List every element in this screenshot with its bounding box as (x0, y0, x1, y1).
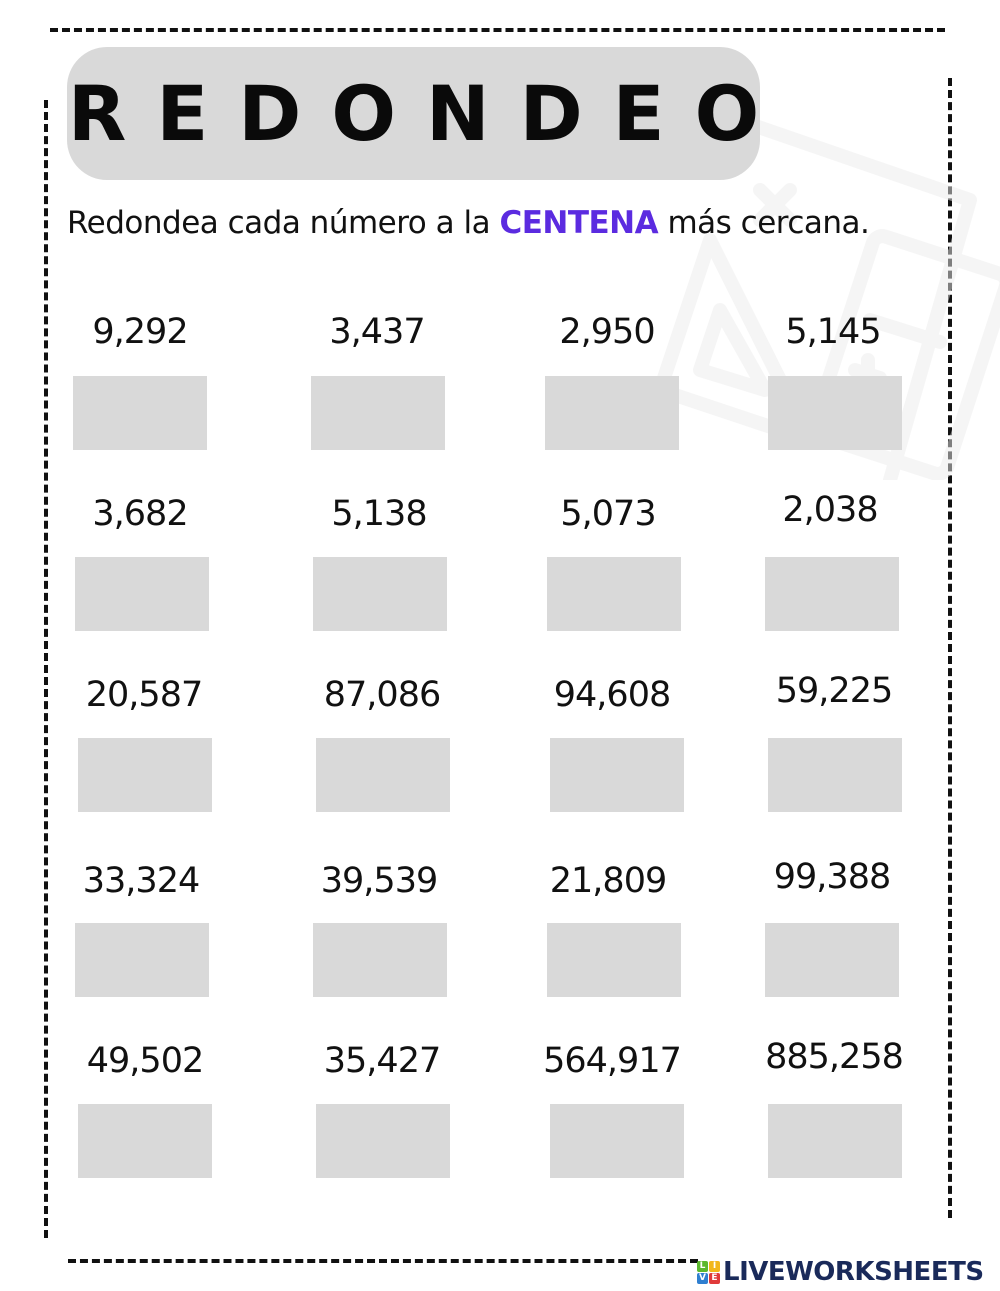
problem-number: 33,324 (82, 861, 200, 901)
answer-box[interactable] (765, 557, 899, 631)
math-tools-watermark-icon (653, 93, 1000, 480)
problem-number: 39,539 (320, 861, 438, 901)
answer-box[interactable] (547, 923, 681, 997)
logo-letter-i: I (709, 1260, 720, 1272)
answer-box[interactable] (768, 738, 902, 812)
answer-box[interactable] (768, 376, 902, 450)
frame-right-border (948, 78, 952, 1218)
problem-number: 3,437 (329, 312, 425, 352)
logo-letter-l: L (697, 1260, 708, 1272)
problem-number: 2,950 (559, 312, 655, 352)
logo-letter-e: E (709, 1272, 720, 1284)
live-blocks-icon: L I V E (697, 1260, 720, 1284)
instruction-before: Redondea cada número a la (67, 205, 500, 241)
problem-number: 59,225 (775, 671, 893, 711)
problem-number: 20,587 (85, 675, 203, 715)
answer-box[interactable] (78, 738, 212, 812)
answer-box[interactable] (765, 923, 899, 997)
problem-number: 21,809 (549, 861, 667, 901)
frame-bottom-border (68, 1259, 698, 1263)
answer-box[interactable] (547, 557, 681, 631)
answer-box[interactable] (550, 738, 684, 812)
answer-box[interactable] (768, 1104, 902, 1178)
answer-box[interactable] (73, 376, 207, 450)
frame-top-border (50, 28, 945, 32)
answer-box[interactable] (316, 738, 450, 812)
problem-number: 94,608 (553, 675, 671, 715)
instruction-after: más cercana. (658, 205, 870, 241)
problem-number: 5,138 (331, 494, 427, 534)
answer-box[interactable] (311, 376, 445, 450)
instruction-highlight: CENTENA (499, 205, 659, 241)
page-title: REDONDEO (67, 69, 790, 158)
problem-number: 5,145 (785, 312, 881, 352)
answer-box[interactable] (313, 923, 447, 997)
answer-box[interactable] (75, 923, 209, 997)
problem-number: 49,502 (86, 1041, 204, 1081)
problem-number: 2,038 (782, 490, 878, 530)
logo-text: LIVEWORKSHEETS (723, 1257, 984, 1287)
answer-box[interactable] (316, 1104, 450, 1178)
problem-number: 885,258 (765, 1037, 904, 1077)
answer-box[interactable] (550, 1104, 684, 1178)
instruction-text: Redondea cada número a la CENTENA más ce… (67, 205, 870, 241)
problem-number: 9,292 (92, 312, 188, 352)
problem-number: 87,086 (323, 675, 441, 715)
frame-left-border (44, 100, 48, 1238)
title-banner: REDONDEO (67, 47, 760, 180)
problem-number: 99,388 (773, 857, 891, 897)
problem-number: 5,073 (560, 494, 656, 534)
liveworksheets-logo: L I V E LIVEWORKSHEETS (697, 1257, 984, 1287)
problem-number: 3,682 (92, 494, 188, 534)
logo-letter-v: V (697, 1272, 708, 1284)
problem-number: 564,917 (543, 1041, 682, 1081)
answer-box[interactable] (78, 1104, 212, 1178)
answer-box[interactable] (75, 557, 209, 631)
answer-box[interactable] (545, 376, 679, 450)
problem-number: 35,427 (323, 1041, 441, 1081)
answer-box[interactable] (313, 557, 447, 631)
